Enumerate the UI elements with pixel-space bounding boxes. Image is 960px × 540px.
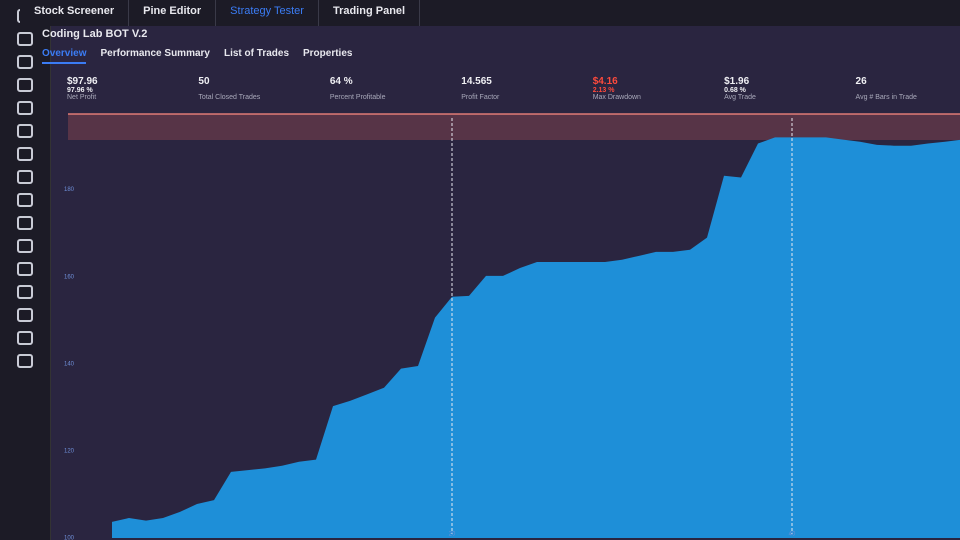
drawdown-band bbox=[68, 114, 960, 140]
stats-row: $97.96 97.96 % Net Profit 50 Total Closed T… bbox=[52, 76, 960, 101]
y-tick-label: 120 bbox=[64, 448, 75, 454]
stat-label: Avg Trade bbox=[724, 94, 756, 101]
tool-icon[interactable] bbox=[17, 216, 33, 230]
stat: 64 % Percent Profitable bbox=[315, 76, 446, 101]
stat: 50 Total Closed Trades bbox=[183, 76, 314, 101]
tool-icon[interactable] bbox=[17, 331, 33, 345]
x-tick-label: 40 bbox=[789, 532, 796, 538]
stat-value: $97.96 bbox=[67, 76, 98, 87]
stat: 26 Avg # Bars in Trade bbox=[841, 76, 960, 101]
stat: $97.96 97.96 % Net Profit bbox=[52, 76, 183, 101]
stat-label: Total Closed Trades bbox=[198, 94, 261, 101]
y-tick-label: 100 bbox=[64, 536, 75, 540]
tool-icon[interactable] bbox=[17, 262, 33, 276]
tool-icon[interactable] bbox=[17, 170, 33, 184]
stat-percent: 97.96 % bbox=[67, 87, 93, 94]
stat-spacer bbox=[856, 87, 960, 94]
stat-value: 14.565 bbox=[461, 76, 492, 87]
tool-icon[interactable] bbox=[17, 55, 33, 69]
stat-label: Net Profit bbox=[67, 94, 97, 101]
top-tabs: Stock Screener Pine Editor Strategy Tester… bbox=[20, 0, 960, 26]
sub-tab[interactable]: List of Trades bbox=[223, 48, 289, 59]
tool-icon[interactable] bbox=[17, 239, 33, 253]
stat-label: Percent Profitable bbox=[329, 94, 386, 101]
stat-label: Avg # Bars in Trade bbox=[855, 94, 917, 101]
tab[interactable]: Pine Editor bbox=[129, 0, 217, 26]
tab[interactable]: Trading Panel bbox=[319, 0, 421, 26]
stat-value: $4.16 bbox=[592, 76, 618, 87]
strategy-name: Coding Lab BOT V.2 bbox=[42, 28, 148, 40]
sub-tabs: Overview Performance Summary List of Trade… bbox=[42, 48, 352, 64]
stat-value: 64 % bbox=[329, 76, 353, 87]
tool-icon[interactable] bbox=[17, 308, 33, 322]
y-tick-label: 160 bbox=[64, 274, 75, 280]
y-tick-label: 180 bbox=[64, 187, 75, 193]
stat: $1.96 0.68 % Avg Trade bbox=[709, 76, 840, 101]
stat: 14.565 Profit Factor bbox=[446, 76, 577, 101]
tool-icon[interactable] bbox=[17, 124, 33, 138]
stat-label: Max Drawdown bbox=[592, 94, 641, 101]
sub-tab[interactable]: Performance Summary bbox=[100, 48, 210, 59]
stat-percent: 2.13 % bbox=[592, 87, 615, 94]
tool-icon[interactable] bbox=[17, 147, 33, 161]
x-tick-label: 20 bbox=[449, 532, 456, 538]
tool-icon[interactable] bbox=[17, 32, 33, 46]
sub-tab[interactable]: Overview bbox=[42, 48, 87, 64]
tool-icon[interactable] bbox=[17, 193, 33, 207]
stat-value: $1.96 bbox=[724, 76, 750, 87]
stat-spacer bbox=[330, 87, 446, 94]
tool-icon[interactable] bbox=[17, 285, 33, 299]
stat: $4.16 2.13 % Max Drawdown bbox=[578, 76, 709, 101]
tool-icon[interactable] bbox=[17, 101, 33, 115]
tool-icon[interactable] bbox=[17, 354, 33, 368]
sub-tab[interactable]: Properties bbox=[303, 48, 353, 59]
y-tick-label: 140 bbox=[64, 361, 75, 367]
tab[interactable]: Stock Screener bbox=[20, 0, 130, 26]
stat-value: 50 bbox=[198, 76, 210, 87]
tab[interactable]: Strategy Tester bbox=[216, 0, 319, 26]
stat-percent: 0.68 % bbox=[724, 87, 746, 94]
stat-spacer bbox=[461, 87, 577, 94]
stat-spacer bbox=[198, 87, 314, 94]
stat-value: 26 bbox=[855, 76, 867, 87]
tool-icon[interactable] bbox=[17, 78, 33, 92]
stat-label: Profit Factor bbox=[461, 94, 500, 101]
drawing-toolbar bbox=[0, 0, 51, 540]
equity-area bbox=[112, 137, 960, 538]
